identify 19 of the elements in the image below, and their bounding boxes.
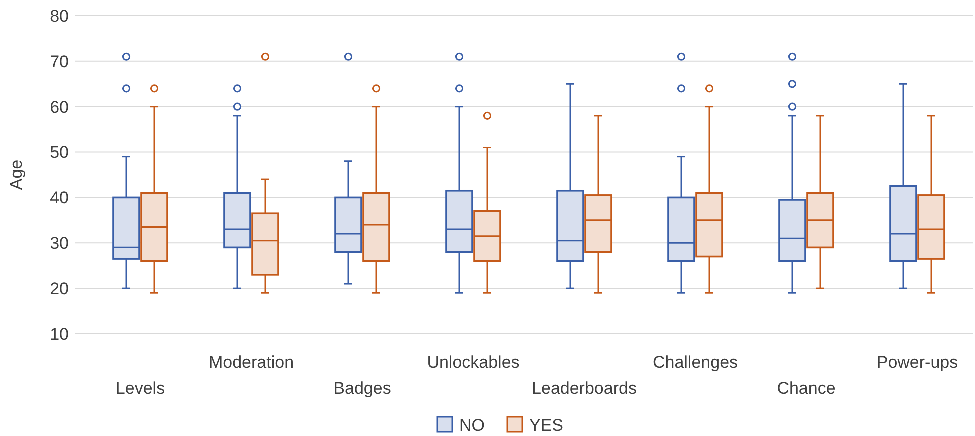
x-tick-label: Leaderboards [532,379,637,398]
x-tick-label: Levels [116,379,166,398]
x-tick-label: Moderation [208,353,294,372]
y-tick-label: 50 [50,143,69,162]
y-tick-label: 20 [50,280,69,299]
x-tick-label: Unlockables [427,353,520,372]
y-tick-label: 30 [50,234,69,254]
legend-label: NO [460,416,485,435]
x-tick-label: Power-ups [876,353,958,372]
x-tick-label: Chance [777,379,836,398]
legend-label: YES [530,416,564,435]
y-axis-title: Age [7,160,26,190]
y-tick-label: 70 [50,52,69,72]
y-tick-label: 80 [50,6,69,26]
y-tick-label: 40 [50,188,69,208]
x-tick-label: Badges [334,379,392,398]
x-tick-label: Challenges [652,353,738,372]
y-tick-label: 60 [50,98,69,117]
y-tick-label: 10 [50,324,69,344]
